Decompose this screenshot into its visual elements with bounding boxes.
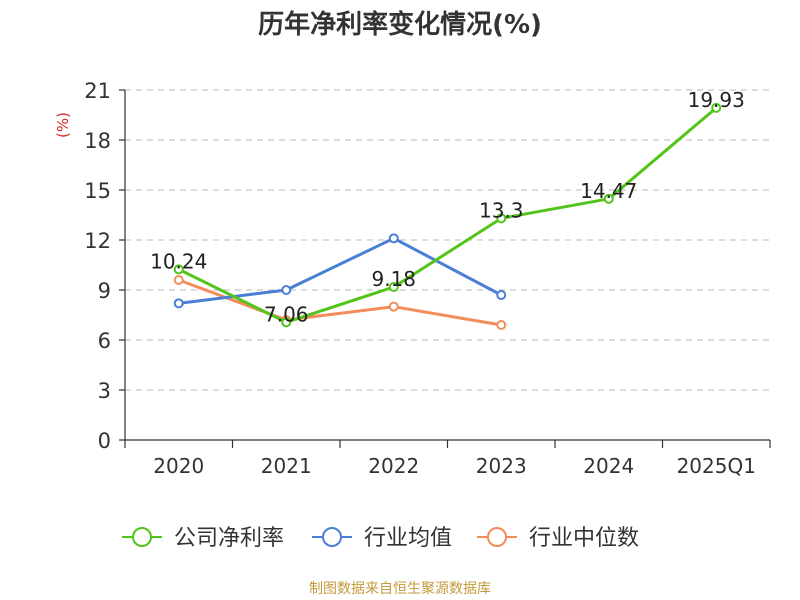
legend-marker [322,527,342,547]
y-tick-label: 21 [84,79,111,103]
y-tick-label: 15 [84,179,111,203]
data-label: 7.06 [264,302,309,326]
legend-label: 公司净利率 [174,526,284,551]
x-tick-label: 2021 [261,454,312,478]
legend-label: 行业中位数 [529,526,639,551]
legend-marker [487,527,507,547]
legend-label: 行业均值 [364,526,452,551]
x-tick-label: 2025Q1 [677,454,756,478]
data-point [496,290,507,300]
data-label: 13.3 [479,198,524,222]
data-point [281,285,292,295]
data-point [173,264,184,275]
data-point [711,102,722,113]
data-label: 9.18 [371,267,416,291]
legend-marker [132,527,152,547]
data-label: 14.47 [580,179,637,203]
x-tick-label: 2020 [153,454,204,478]
data-label: 19.93 [688,88,745,112]
y-tick-label: 6 [98,329,111,353]
x-tick-label: 2022 [368,454,419,478]
data-point [496,213,507,224]
data-point [496,320,507,330]
data-point [603,193,614,204]
data-point [388,301,399,312]
data-label: 10.24 [150,249,207,273]
y-axis-unit-label: (%) [54,112,72,138]
chart-title: 历年净利率变化情况(%) [258,9,542,40]
data-point [388,282,399,292]
series-line [178,106,718,324]
x-tick-label: 2023 [476,454,527,478]
series-line [178,278,502,327]
data-point [173,275,184,285]
data-point [173,298,184,309]
y-tick-label: 9 [98,279,111,303]
y-tick-label: 12 [84,229,111,253]
data-point [388,233,399,244]
y-tick-label: 0 [98,429,111,453]
source-footer: 制图数据来自恒生聚源数据库 [309,581,491,597]
y-tick-label: 18 [84,129,111,153]
y-tick-label: 3 [98,379,111,403]
x-tick-label: 2024 [583,454,634,478]
data-point [281,317,292,328]
